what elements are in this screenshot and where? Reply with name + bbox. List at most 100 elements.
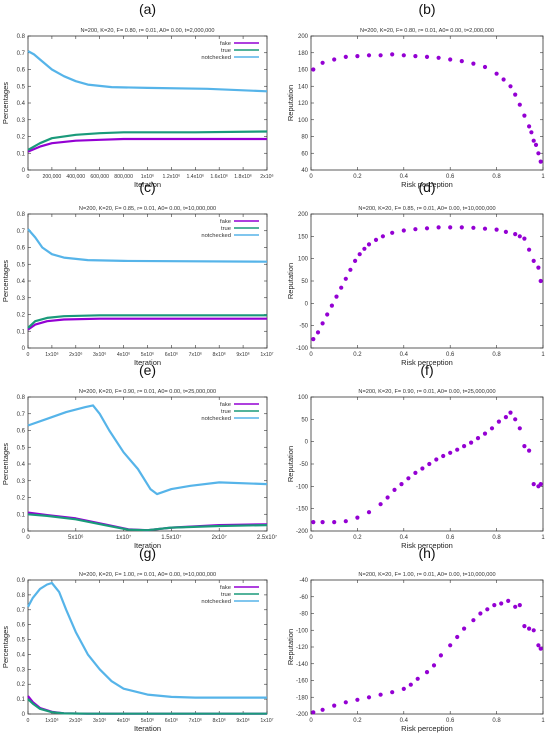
data-point [508, 84, 513, 89]
x-tick-label: 0.6 [446, 352, 455, 358]
plot-frame [27, 35, 268, 171]
series-line-fake [27, 511, 268, 532]
data-point [424, 670, 430, 675]
x-tick-label: 0.8 [492, 535, 501, 541]
data-point [531, 482, 536, 487]
x-tick-label: 200,000 [43, 174, 62, 180]
y-axis-label: Percentages [1, 260, 10, 302]
legend-label-true: true [221, 226, 231, 232]
x-tick-label: 1.4x10⁶ [186, 174, 204, 180]
legend-label-fake: fake [220, 219, 231, 225]
x-tick-label: 0.4 [400, 718, 409, 724]
y-tick-label: 0.6 [17, 68, 26, 74]
panel-label: (a) [139, 1, 156, 17]
y-tick-label: 0.1 [17, 697, 26, 703]
plot-frame [310, 213, 544, 349]
data-point [517, 603, 522, 608]
y-tick-label: 0.1 [17, 151, 26, 157]
chart-title: N=200, K=20, F= 0.90, r= 0.01, A0= 0.00,… [79, 389, 216, 395]
y-tick-label: 0.7 [17, 608, 26, 614]
x-tick-label: 0.2 [353, 352, 362, 358]
x-tick-label: 2x10⁶ [69, 352, 82, 358]
y-tick-label: -150 [296, 507, 309, 513]
data-point [320, 321, 325, 326]
data-point [536, 265, 541, 270]
data-point [366, 695, 372, 700]
y-tick-label: -60 [299, 595, 308, 601]
x-tick-label: 6x10⁶ [165, 718, 178, 724]
y-tick-label: -50 [299, 462, 308, 468]
y-tick-label: -80 [299, 612, 308, 618]
data-point [513, 92, 518, 97]
data-point [320, 520, 325, 525]
x-tick-label: 8x10⁶ [213, 718, 226, 724]
x-tick-label: 7x10⁶ [189, 718, 202, 724]
x-axis-label: Iteration [134, 541, 161, 550]
series-line-notchecked [27, 50, 268, 93]
y-tick-label: 0.6 [17, 623, 26, 629]
plot-frame [310, 396, 544, 532]
legend-label-notchecked: notchecked [201, 599, 231, 605]
y-tick-label: 160 [298, 68, 309, 74]
data-point [373, 237, 379, 242]
panel-label: (f) [420, 362, 433, 378]
x-tick-label: 0 [309, 174, 313, 180]
data-point [494, 227, 499, 232]
data-point [506, 598, 511, 604]
data-point [408, 682, 413, 687]
data-point [311, 67, 316, 72]
y-tick-label: 60 [301, 151, 308, 157]
y-axis-label: Percentages [1, 443, 10, 485]
data-point [343, 54, 348, 60]
data-point [378, 692, 383, 697]
x-tick-label: 400,000 [66, 174, 85, 180]
y-tick-label: 100 [298, 395, 309, 401]
data-point [385, 495, 390, 500]
y-tick-label: 0.2 [17, 135, 26, 141]
y-tick-label: 0.2 [17, 682, 26, 688]
data-point [325, 312, 330, 317]
y-tick-label: -200 [296, 712, 309, 718]
y-tick-label: 0.2 [17, 496, 26, 502]
x-tick-label: 1x10⁶ [45, 352, 58, 358]
x-tick-label: 7x10⁶ [189, 352, 202, 358]
data-point [499, 601, 504, 606]
data-point [424, 54, 430, 60]
legend-label-true: true [221, 409, 231, 415]
x-tick-label: 600,000 [90, 174, 109, 180]
legend-label-notchecked: notchecked [201, 233, 231, 239]
y-tick-label: 50 [301, 417, 308, 423]
data-point [522, 113, 527, 118]
data-point [343, 700, 348, 705]
data-point [334, 294, 339, 299]
x-tick-label: 0.2 [353, 174, 362, 180]
data-point [494, 71, 499, 76]
x-tick-label: 0 [26, 535, 30, 541]
data-point [448, 57, 453, 62]
y-tick-label: 0.5 [17, 262, 26, 268]
series-line-notchecked [27, 404, 268, 496]
plot-frame [27, 213, 268, 349]
y-tick-label: 0 [305, 440, 309, 446]
x-tick-label: 1 [541, 174, 545, 180]
x-tick-label: 0 [27, 718, 30, 724]
data-point [332, 57, 337, 62]
data-point [357, 252, 362, 257]
y-tick-label: 0.9 [17, 578, 26, 584]
y-tick-label: 0 [22, 712, 26, 718]
data-point [485, 607, 490, 612]
data-point [513, 604, 518, 609]
data-point [311, 337, 316, 342]
x-tick-label: 1x10⁷ [116, 534, 131, 541]
panel-label: (h) [418, 545, 435, 561]
y-tick-label: 100 [298, 118, 309, 124]
x-tick-label: 0.6 [446, 174, 455, 180]
x-tick-label: 9x10⁶ [236, 718, 249, 724]
y-tick-label: 120 [298, 101, 309, 107]
x-tick-label: 5x10⁶ [141, 718, 154, 724]
panel-label: (g) [139, 545, 156, 561]
data-point [311, 710, 316, 715]
legend-label-fake: fake [220, 402, 231, 408]
y-tick-label: 0.3 [17, 296, 26, 302]
y-tick-label: 0.4 [17, 652, 26, 658]
